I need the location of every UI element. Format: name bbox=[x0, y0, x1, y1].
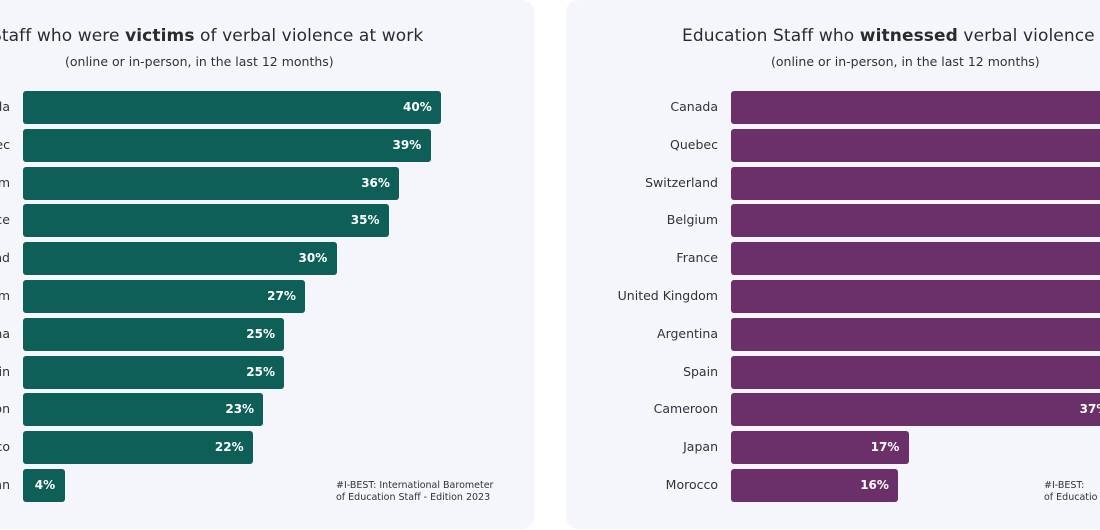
chart-source-note: #I-BEST: of Educatio bbox=[1044, 480, 1098, 503]
bar bbox=[23, 128, 431, 162]
category-label: United Kingdom bbox=[617, 288, 718, 303]
category-label: um bbox=[0, 174, 10, 190]
bar bbox=[731, 280, 1100, 313]
category-label: Quebec bbox=[670, 136, 718, 152]
bar bbox=[731, 166, 1100, 200]
bar bbox=[731, 204, 1100, 238]
category-label: Belgium bbox=[666, 212, 718, 228]
category-label: Japan bbox=[683, 439, 718, 455]
value-label: 4% bbox=[34, 478, 56, 492]
chart-title: ation Staff who were victims of verbal v… bbox=[0, 26, 424, 46]
category-label: om bbox=[0, 288, 10, 303]
bar bbox=[731, 317, 1100, 351]
category-label: Argentina bbox=[657, 325, 718, 341]
value-label: 25% bbox=[246, 364, 275, 379]
bar bbox=[731, 355, 1100, 389]
value-label: 22% bbox=[214, 440, 244, 455]
bar bbox=[23, 280, 306, 313]
category-label: ain bbox=[0, 363, 10, 379]
bar bbox=[731, 393, 1100, 427]
category-label: Switzerland bbox=[645, 174, 718, 190]
value-label: 25% bbox=[246, 326, 275, 341]
witnessed-chart-card: Education Staff who witnessed verbal vio… bbox=[566, 0, 1100, 529]
category-label: Morocco bbox=[665, 477, 718, 492]
bar bbox=[23, 204, 389, 238]
category-label: nce bbox=[0, 212, 10, 228]
category-label: an bbox=[0, 477, 10, 492]
category-label: France bbox=[676, 250, 718, 266]
category-label: Canada bbox=[670, 99, 718, 114]
chart-source-note: #I-BEST: International Barometer of Educa… bbox=[336, 480, 494, 503]
bar bbox=[731, 431, 909, 465]
value-label: 35% bbox=[350, 213, 380, 228]
category-label: da bbox=[0, 99, 10, 114]
bar bbox=[23, 242, 337, 276]
victims-chart-card: ation Staff who were victims of verbal v… bbox=[0, 0, 534, 529]
bar bbox=[731, 469, 899, 502]
value-label: 40% bbox=[403, 100, 432, 114]
value-label: 16% bbox=[860, 478, 889, 492]
bar bbox=[731, 128, 1100, 162]
chart-subtitle: (online or in-person, in the last 12 mon… bbox=[771, 54, 1040, 69]
value-label: 37% bbox=[1079, 402, 1100, 417]
value-label: 23% bbox=[225, 402, 255, 417]
value-label: 36% bbox=[361, 175, 390, 190]
category-label: Cameroon bbox=[653, 401, 718, 417]
bar bbox=[731, 91, 1100, 124]
value-label: 30% bbox=[298, 251, 328, 266]
category-label: occo bbox=[0, 439, 10, 455]
category-label: Spain bbox=[683, 363, 718, 379]
bar bbox=[731, 242, 1100, 276]
bar bbox=[23, 166, 400, 200]
category-label: bec bbox=[0, 136, 10, 152]
category-label: and bbox=[0, 250, 10, 266]
category-label: roon bbox=[0, 401, 10, 417]
bar bbox=[23, 393, 264, 427]
bar bbox=[23, 355, 285, 389]
value-label: 39% bbox=[392, 137, 422, 152]
value-label: 17% bbox=[870, 440, 900, 455]
chart-subtitle: (online or in-person, in the last 12 mon… bbox=[65, 54, 334, 69]
bar bbox=[23, 317, 285, 351]
category-label: ina bbox=[0, 325, 10, 341]
chart-title: Education Staff who witnessed verbal vio… bbox=[682, 26, 1100, 46]
bar bbox=[23, 431, 253, 465]
bar bbox=[23, 469, 65, 502]
value-label: 27% bbox=[267, 289, 296, 303]
bar bbox=[23, 91, 441, 124]
